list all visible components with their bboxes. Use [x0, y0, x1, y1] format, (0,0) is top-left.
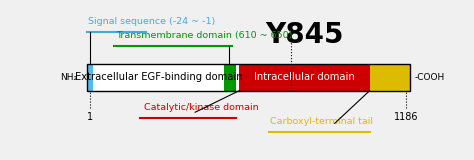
Text: Transmembrane domain (610 ~ 650): Transmembrane domain (610 ~ 650) [116, 31, 292, 40]
Text: Signal sequence (-24 ~ -1): Signal sequence (-24 ~ -1) [88, 17, 215, 26]
Text: Carboxyl-terminal tail: Carboxyl-terminal tail [271, 117, 374, 126]
Text: Y845: Y845 [265, 21, 344, 49]
Text: 1: 1 [87, 112, 93, 122]
Bar [239, 64, 370, 91]
Text: Extracellular EGF-binding domain: Extracellular EGF-binding domain [75, 72, 242, 82]
Bar [224, 64, 236, 91]
Text: NH₂: NH₂ [61, 73, 78, 82]
Bar [93, 64, 224, 91]
Text: -COOH: -COOH [415, 73, 445, 82]
Bar [236, 64, 239, 91]
Text: Intracellular domain: Intracellular domain [254, 72, 355, 82]
Text: Catalytic/kinase domain: Catalytic/kinase domain [144, 103, 258, 112]
Bar [87, 64, 93, 91]
Text: 1186: 1186 [394, 112, 419, 122]
Bar [370, 64, 410, 91]
Bar [87, 64, 410, 91]
